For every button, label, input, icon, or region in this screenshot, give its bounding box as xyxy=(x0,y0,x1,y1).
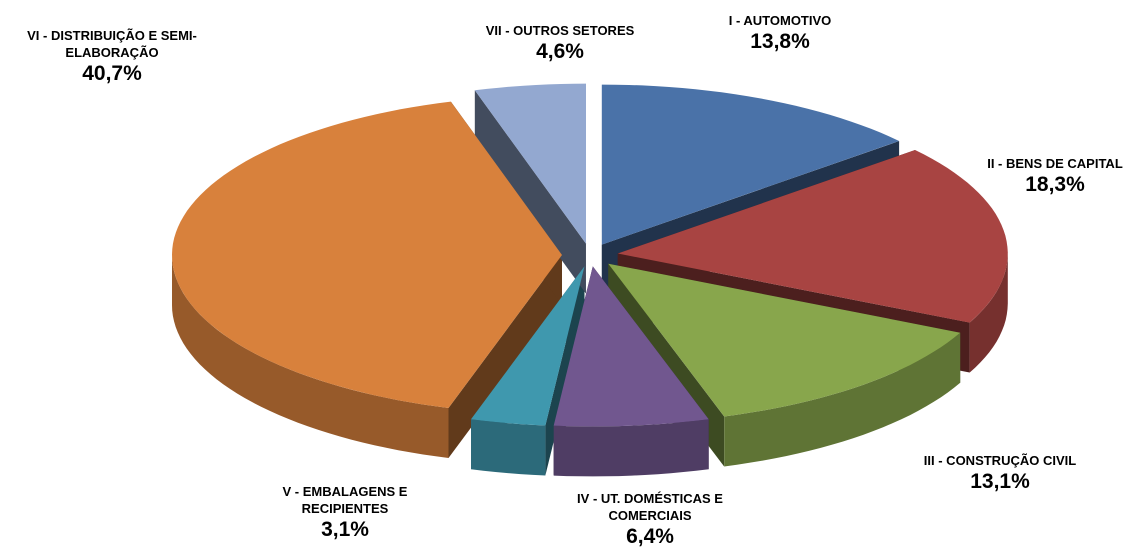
slice-wall xyxy=(172,255,449,458)
slice-wall xyxy=(724,332,961,467)
category-label: VII - OUTROS SETORES xyxy=(485,23,635,38)
slice-label: V - EMBALAGENS E RECIPIENTES 3,1% xyxy=(260,483,430,543)
slice-wall xyxy=(969,253,1008,373)
value-label: 3,1% xyxy=(321,518,369,541)
slice-label: VII - OUTROS SETORES 4,6% xyxy=(460,22,660,65)
value-label: 13,8% xyxy=(750,30,810,53)
slice-wall xyxy=(553,419,709,477)
value-label: 40,7% xyxy=(82,62,142,85)
slice-side xyxy=(474,90,586,294)
slice-side xyxy=(448,254,563,459)
slice xyxy=(601,84,900,245)
slice-label: IV - UT. DOMÉSTICAS E COMERCIAIS 6,4% xyxy=(550,490,750,550)
slice xyxy=(471,266,585,426)
category-label: VI - DISTRIBUIÇÃO E SEMI-ELABORAÇÃO xyxy=(27,28,197,60)
category-label: V - EMBALAGENS E RECIPIENTES xyxy=(282,484,408,516)
value-label: 18,3% xyxy=(1025,173,1085,196)
category-label: III - CONSTRUÇÃO CIVIL xyxy=(923,453,1077,468)
slice xyxy=(617,150,1008,323)
category-label: I - AUTOMOTIVO xyxy=(728,13,832,28)
category-label: IV - UT. DOMÉSTICAS E COMERCIAIS xyxy=(577,491,723,523)
slice xyxy=(608,263,961,417)
value-label: 4,6% xyxy=(536,40,584,63)
value-label: 13,1% xyxy=(970,470,1030,493)
slice xyxy=(172,101,562,408)
slice-label: I - AUTOMOTIVO 13,8% xyxy=(680,12,880,55)
slice xyxy=(474,83,586,244)
category-label: II - BENS DE CAPITAL xyxy=(987,156,1123,171)
slice-label: VI - DISTRIBUIÇÃO E SEMI-ELABORAÇÃO 40,7% xyxy=(2,27,222,87)
slice-wall xyxy=(471,419,546,476)
value-label: 6,4% xyxy=(626,525,674,548)
slice-label: III - CONSTRUÇÃO CIVIL 13,1% xyxy=(885,452,1115,495)
slice xyxy=(553,266,709,427)
slice-label: II - BENS DE CAPITAL 18,3% xyxy=(955,155,1140,198)
